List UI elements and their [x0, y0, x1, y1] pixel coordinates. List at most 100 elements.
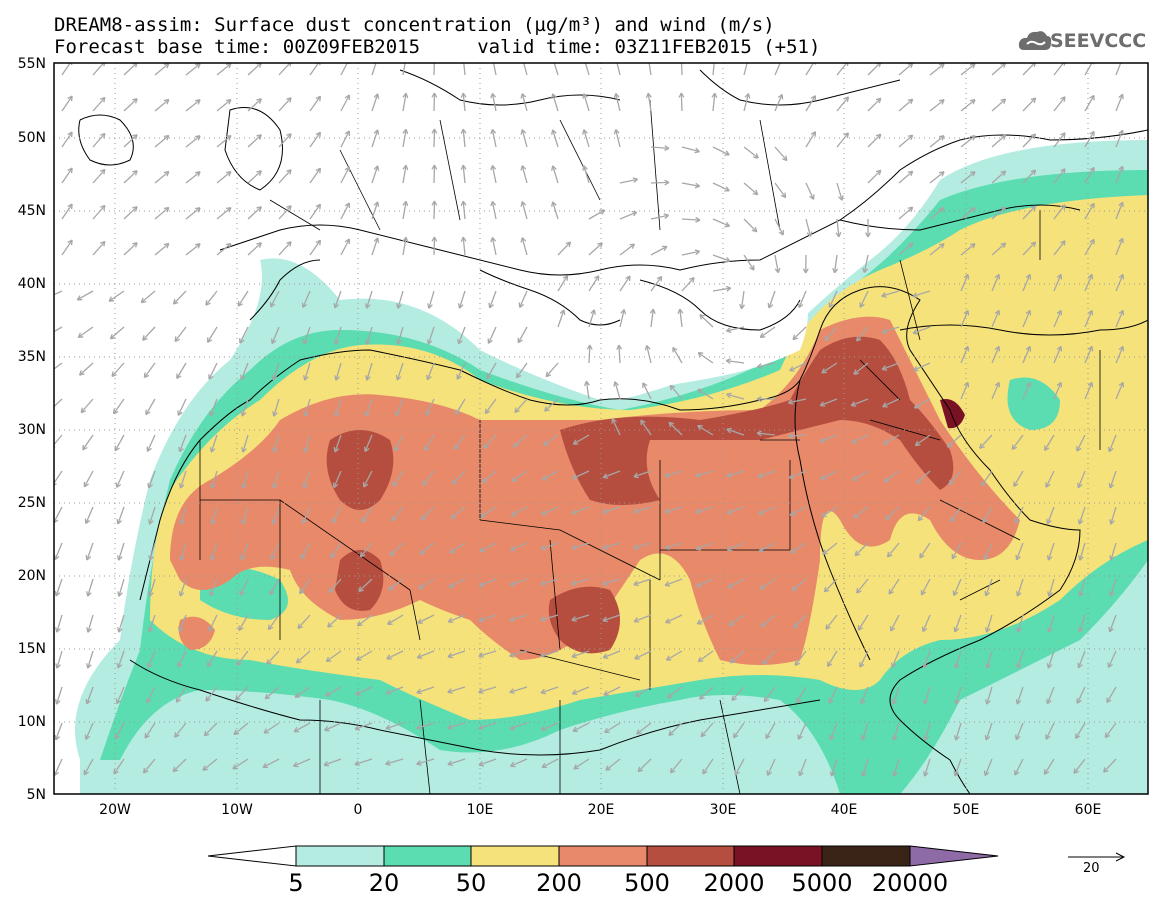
wind-arrowhead	[1089, 202, 1095, 207]
wind-arrowhead	[865, 232, 869, 238]
wind-arrow	[588, 242, 603, 256]
wind-arrow	[146, 686, 156, 704]
wind-arrowhead	[289, 205, 292, 211]
wind-arrowhead	[1046, 663, 1049, 669]
wind-arrowhead	[478, 724, 483, 729]
wind-arrowhead	[882, 402, 887, 407]
wind-arrow	[611, 418, 621, 436]
wind-arrowhead	[491, 236, 497, 242]
wind-arrowhead	[681, 57, 684, 61]
wind-arrow	[552, 93, 559, 112]
wind-arrowhead	[860, 698, 862, 704]
wind-arrowhead	[240, 410, 243, 417]
wind-arrowhead	[953, 770, 956, 777]
wind-arrowhead	[853, 516, 859, 519]
wind-arrowhead	[825, 624, 828, 630]
wind-arrow	[991, 170, 1006, 184]
wind-arrowhead	[1063, 168, 1066, 174]
wind-arrowhead	[985, 592, 991, 597]
wind-arrowhead	[1078, 664, 1083, 669]
wind-arrow	[247, 98, 262, 112]
wind-arrowhead	[483, 445, 489, 449]
wind-arrowhead	[1048, 592, 1053, 597]
wind-arrowhead	[891, 663, 897, 669]
lat-label: 10N	[17, 714, 46, 730]
wind-arrowhead	[55, 663, 58, 669]
wind-arrow	[790, 542, 807, 554]
wind-arrowhead	[334, 304, 340, 309]
wind-arrow	[898, 134, 914, 148]
wind-arrowhead	[678, 92, 682, 98]
wind-arrowhead	[756, 398, 762, 403]
wind-arrowhead	[644, 345, 648, 351]
wind-arrow	[397, 290, 404, 309]
wind-arrowhead	[668, 422, 672, 428]
wind-arrow	[1053, 132, 1066, 148]
wind-arrow	[452, 470, 466, 485]
wind-arrowhead	[633, 544, 638, 549]
wind-arrow	[886, 542, 900, 558]
wind-arrowhead	[1079, 556, 1084, 561]
wind-arrowhead	[967, 310, 970, 316]
wind-arrowhead	[54, 590, 57, 597]
wind-arrowhead	[893, 736, 898, 741]
wind-arrowhead	[787, 432, 793, 437]
wind-arrow	[679, 309, 683, 328]
wind-arrowhead	[642, 382, 648, 387]
wind-arrow	[867, 63, 882, 76]
wind-arrow	[1084, 346, 1093, 364]
wind-arrowhead	[272, 376, 278, 381]
wind-arrowhead	[109, 333, 113, 340]
wind-arrowhead	[149, 592, 154, 597]
wind-arrowhead	[117, 591, 120, 597]
wind-arrow	[148, 506, 156, 525]
lat-label: 5N	[26, 787, 46, 803]
wind-arrowhead	[853, 372, 859, 375]
wind-arrowhead	[1030, 205, 1036, 209]
wind-arrowhead	[590, 309, 595, 314]
wind-arrowhead	[416, 763, 422, 766]
wind-arrowhead	[115, 698, 118, 704]
wind-arrow	[1084, 131, 1095, 148]
wind-arrowhead	[938, 207, 945, 210]
wind-arrow	[278, 97, 292, 112]
wind-arrowhead	[1003, 63, 1007, 69]
wind-arrow	[147, 650, 156, 668]
wind-arrowhead	[147, 447, 152, 452]
wind-arrowhead	[1045, 483, 1051, 488]
wind-arrow	[951, 542, 962, 560]
wind-arrowhead	[625, 275, 631, 279]
wind-arrow	[61, 63, 71, 76]
wind-arrowhead	[887, 554, 893, 558]
wind-arrowhead	[605, 768, 611, 771]
wind-arrow	[455, 398, 466, 415]
wind-arrowhead	[1060, 310, 1063, 316]
wind-arrowhead	[637, 769, 644, 773]
wind-arrowhead	[702, 768, 705, 774]
wind-arrowhead	[207, 339, 213, 343]
wind-arrowhead	[195, 135, 201, 138]
lat-label: 50N	[17, 130, 46, 146]
wind-arrowhead	[582, 165, 585, 171]
wind-arrow	[1076, 434, 1086, 452]
wind-arrowhead	[1044, 771, 1050, 775]
wind-arrow	[672, 347, 683, 364]
wind-arrow	[478, 758, 497, 766]
wind-arrowhead	[679, 57, 681, 62]
wind-arrowhead	[374, 58, 378, 61]
wind-arrowhead	[714, 92, 718, 98]
lat-label: 35N	[17, 349, 46, 365]
wind-arrowhead	[954, 663, 957, 669]
wind-arrow	[491, 201, 497, 220]
wind-arrowhead	[325, 656, 330, 662]
wind-arrowhead	[725, 285, 732, 289]
wind-arrow	[1108, 434, 1117, 452]
wind-arrowhead	[680, 92, 685, 98]
wind-arrow	[447, 650, 466, 658]
wind-arrowhead	[145, 411, 151, 416]
wind-arrowhead	[882, 439, 887, 445]
wind-arrowhead	[78, 370, 82, 376]
wind-arrowhead	[478, 652, 483, 657]
wind-arrowhead	[1118, 201, 1124, 206]
wind-arrow	[696, 614, 714, 625]
